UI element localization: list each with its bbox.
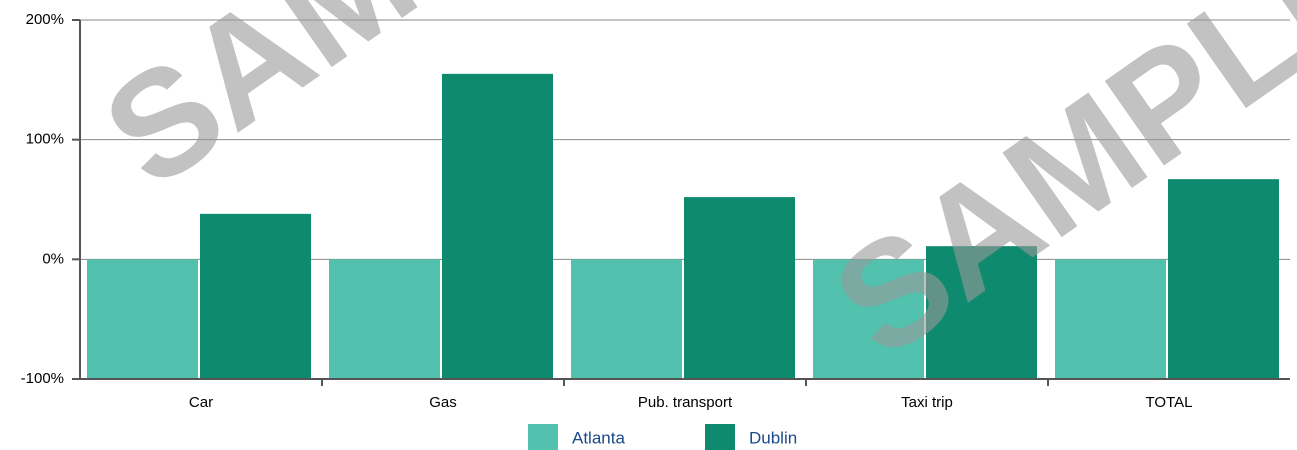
bar [926, 246, 1037, 379]
legend-label: Dublin [749, 428, 797, 447]
bar [200, 213, 311, 379]
bar [571, 259, 682, 379]
bar [329, 259, 440, 379]
x-tick-label: Pub. transport [638, 394, 733, 411]
y-tick-label: 0% [42, 250, 64, 267]
bar [813, 259, 924, 379]
bar [1055, 259, 1166, 379]
legend-swatch [528, 424, 558, 450]
x-tick-label: Gas [429, 394, 457, 411]
watermark: SAMPLE [75, 0, 683, 219]
y-tick-label: 100% [26, 131, 64, 148]
y-tick-label: 200% [26, 11, 64, 28]
x-tick-label: Car [189, 394, 213, 411]
x-tick-label: TOTAL [1146, 394, 1193, 411]
x-tick-label: Taxi trip [901, 394, 953, 411]
bar [87, 259, 198, 379]
legend-label: Atlanta [572, 428, 625, 447]
bar [442, 73, 553, 379]
bar [684, 197, 795, 379]
legend-swatch [705, 424, 735, 450]
y-tick-label: -100% [21, 370, 64, 387]
bar [1168, 179, 1279, 379]
